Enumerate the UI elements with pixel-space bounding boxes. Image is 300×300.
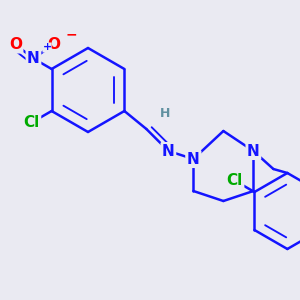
Text: N: N (247, 143, 260, 158)
Text: N: N (187, 152, 200, 166)
Text: Cl: Cl (226, 173, 243, 188)
Text: N: N (187, 152, 200, 166)
Text: O: O (9, 37, 22, 52)
Text: H: H (160, 107, 171, 120)
Text: N: N (162, 143, 175, 158)
Text: O: O (47, 37, 60, 52)
Text: Cl: Cl (23, 115, 40, 130)
Text: N: N (27, 51, 40, 66)
Text: +: + (42, 43, 52, 52)
Text: −: − (65, 28, 77, 41)
